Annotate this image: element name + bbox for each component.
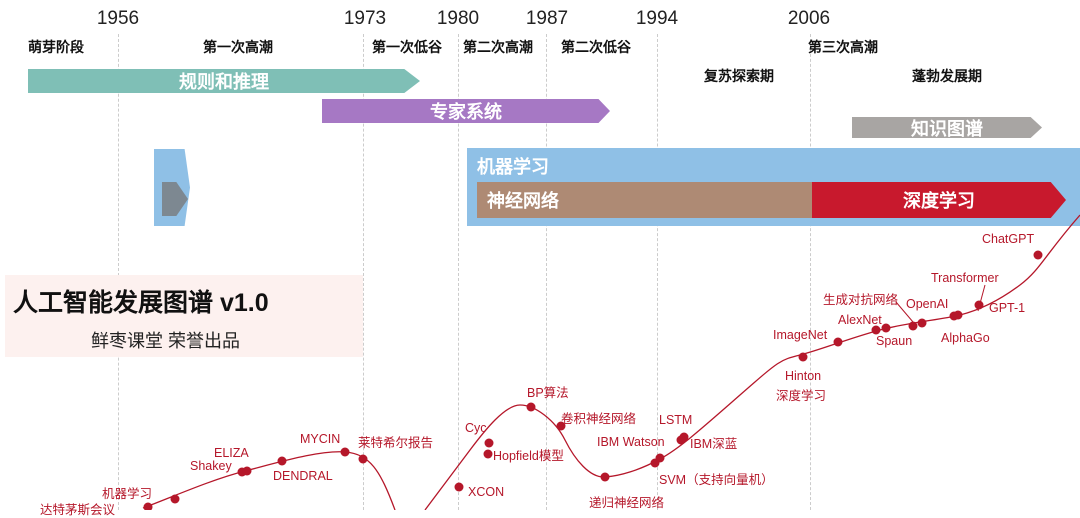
page-subtitle: 鲜枣课堂 荣誉出品 <box>91 331 241 351</box>
year-gridline <box>657 34 658 510</box>
event-dot <box>917 318 927 328</box>
year-gridline <box>458 34 459 510</box>
event-label: Transformer <box>931 271 999 285</box>
event-dot <box>526 402 536 412</box>
event-label: ChatGPT <box>982 232 1035 246</box>
event-dot <box>833 337 843 347</box>
event-label: Hinton <box>785 369 822 383</box>
event-label: ELIZA <box>214 446 249 460</box>
event-dot <box>871 325 881 335</box>
event-dot <box>1033 250 1043 260</box>
event-dot <box>908 321 918 331</box>
bar-knowledge-graph: 知识图谱 <box>852 117 1042 138</box>
event-dot <box>143 502 153 510</box>
year-label: 1980 <box>436 8 480 29</box>
event-dot <box>676 435 686 445</box>
event-dot <box>358 454 368 464</box>
event-label: 莱特希尔报告 <box>358 436 434 450</box>
event-dot <box>340 447 350 457</box>
event-label: 卷积神经网络 <box>561 412 637 426</box>
event-dot <box>454 482 464 492</box>
year-gridline <box>118 34 119 510</box>
event-label: GPT-1 <box>989 301 1026 315</box>
bar-rules-reasoning: 规则和推理 <box>28 69 420 93</box>
year-label: 1994 <box>635 8 679 29</box>
event-dot <box>242 466 252 476</box>
bar-expert-system: 专家系统 <box>322 99 610 123</box>
event-label: Shakey <box>190 459 232 473</box>
event-dot <box>798 352 808 362</box>
event-label: IBM Watson <box>597 435 665 449</box>
event-label: IBM深蓝 <box>690 437 738 451</box>
bar-label: 专家系统 <box>430 102 502 122</box>
bar-label: 机器学习 <box>477 157 549 177</box>
bar-label: 深度学习 <box>903 191 975 211</box>
event-label: Spaun <box>876 334 913 348</box>
event-label: 深度学习 <box>776 389 827 403</box>
title-box: 人工智能发展图谱 v1.0 鲜枣课堂 荣誉出品 <box>5 275 363 357</box>
event-label: MYCIN <box>300 432 341 446</box>
phase-label: 第一次高潮 <box>203 39 273 55</box>
year-label: 1973 <box>343 8 387 29</box>
event-dot <box>484 438 494 448</box>
phase-label: 第一次低谷 <box>372 39 442 55</box>
event-label: Cyc <box>465 421 487 435</box>
event-label: 递归神经网络 <box>589 496 665 510</box>
year-label: 1987 <box>525 8 569 29</box>
year-gridline <box>546 34 547 510</box>
event-label: SVM（支持向量机） <box>659 473 774 487</box>
event-label: XCON <box>468 485 505 499</box>
event-label: AlphaGo <box>941 331 990 345</box>
bar-label: 规则和推理 <box>179 72 269 92</box>
event-dot <box>600 472 610 482</box>
event-label: 生成对抗网络 <box>823 293 899 307</box>
phase-label: 第二次高潮 <box>463 39 533 55</box>
phase-label: 复苏探索期 <box>704 68 774 84</box>
event-label: DENDRAL <box>273 469 333 483</box>
event-dot <box>277 456 287 466</box>
event-dot <box>655 453 665 463</box>
event-label: LSTM <box>659 413 693 427</box>
event-label: BP算法 <box>527 386 569 400</box>
event-dot <box>974 300 984 310</box>
event-dot <box>170 494 180 504</box>
event-dot <box>556 421 566 431</box>
phase-label: 蓬勃发展期 <box>912 68 982 84</box>
event-dot <box>953 310 963 320</box>
phase-label: 第三次高潮 <box>808 39 878 55</box>
bar-label: 神经网络 <box>487 191 559 211</box>
year-label: 2006 <box>787 8 831 29</box>
year-gridline <box>810 34 811 510</box>
event-dot <box>881 323 891 333</box>
page-title: 人工智能发展图谱 v1.0 <box>13 289 269 317</box>
bar-neural-network: 神经网络 <box>477 182 813 218</box>
event-label: OpenAI <box>906 297 949 311</box>
event-label: ImageNet <box>773 328 828 342</box>
event-label: 机器学习 <box>102 487 153 501</box>
bar-deep-learning: 深度学习 <box>812 182 1066 218</box>
event-dot <box>483 449 493 459</box>
phase-label: 萌芽阶段 <box>28 39 84 55</box>
event-label: AlexNet <box>838 313 882 327</box>
phase-label: 第二次低谷 <box>561 39 631 55</box>
event-label: Hopfield模型 <box>493 449 564 463</box>
bar-label: 知识图谱 <box>911 118 983 139</box>
year-gridline <box>363 34 364 510</box>
year-label: 1956 <box>96 8 140 29</box>
